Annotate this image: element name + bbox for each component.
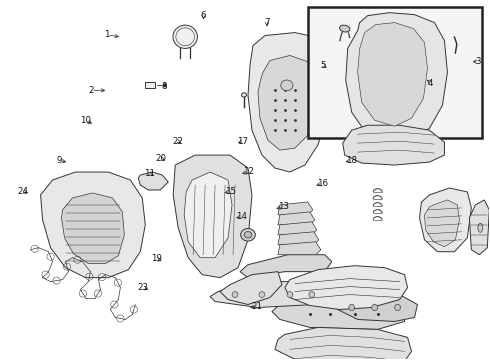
Text: 16: 16 — [317, 179, 328, 188]
Polygon shape — [62, 193, 124, 264]
Text: 3: 3 — [476, 57, 481, 66]
Ellipse shape — [478, 223, 483, 232]
Ellipse shape — [287, 292, 293, 297]
Text: 4: 4 — [428, 79, 434, 88]
Text: 21: 21 — [252, 302, 263, 311]
Text: 24: 24 — [17, 187, 28, 196]
Text: 9: 9 — [57, 156, 62, 165]
Text: 1: 1 — [104, 30, 110, 39]
Text: 22: 22 — [172, 137, 183, 146]
Polygon shape — [173, 155, 252, 278]
Polygon shape — [275, 328, 412, 360]
Polygon shape — [350, 55, 376, 128]
Ellipse shape — [394, 304, 400, 311]
Polygon shape — [343, 125, 444, 165]
Polygon shape — [469, 200, 490, 255]
Ellipse shape — [372, 304, 378, 311]
Text: 5: 5 — [320, 61, 326, 70]
Text: 6: 6 — [201, 10, 206, 19]
Text: 20: 20 — [155, 154, 167, 163]
Bar — [145, 82, 155, 88]
Ellipse shape — [244, 231, 252, 238]
Text: 10: 10 — [80, 116, 91, 125]
Polygon shape — [278, 222, 317, 235]
Polygon shape — [278, 242, 321, 255]
Text: 23: 23 — [137, 283, 148, 292]
Polygon shape — [41, 172, 145, 278]
Text: 2: 2 — [88, 86, 94, 95]
Polygon shape — [138, 172, 168, 190]
Polygon shape — [258, 55, 317, 150]
Polygon shape — [424, 200, 460, 247]
Text: 19: 19 — [150, 255, 162, 264]
Ellipse shape — [340, 25, 350, 32]
Text: 17: 17 — [237, 137, 248, 146]
Text: 7: 7 — [264, 18, 270, 27]
Ellipse shape — [232, 292, 238, 297]
Polygon shape — [419, 188, 471, 252]
Polygon shape — [278, 212, 315, 225]
Ellipse shape — [281, 80, 293, 91]
Polygon shape — [335, 292, 417, 321]
Polygon shape — [278, 232, 319, 245]
Ellipse shape — [349, 304, 355, 311]
Polygon shape — [278, 202, 313, 215]
Ellipse shape — [173, 25, 197, 48]
Text: 11: 11 — [144, 169, 155, 178]
Text: 15: 15 — [225, 187, 236, 196]
Ellipse shape — [241, 229, 255, 241]
Text: 12: 12 — [243, 167, 254, 176]
Ellipse shape — [164, 84, 167, 87]
Text: 14: 14 — [236, 212, 247, 221]
Ellipse shape — [242, 93, 246, 97]
Polygon shape — [285, 266, 408, 310]
FancyBboxPatch shape — [308, 7, 483, 138]
Polygon shape — [220, 272, 282, 305]
Polygon shape — [240, 255, 332, 278]
Polygon shape — [210, 282, 325, 307]
Polygon shape — [248, 32, 333, 172]
Polygon shape — [343, 42, 383, 142]
Polygon shape — [272, 298, 405, 329]
Polygon shape — [346, 13, 447, 143]
Ellipse shape — [309, 292, 315, 297]
Polygon shape — [358, 23, 427, 126]
Text: 8: 8 — [162, 82, 167, 91]
Polygon shape — [184, 172, 232, 258]
Text: 13: 13 — [278, 202, 289, 211]
Text: 18: 18 — [346, 156, 357, 165]
Ellipse shape — [259, 292, 265, 297]
